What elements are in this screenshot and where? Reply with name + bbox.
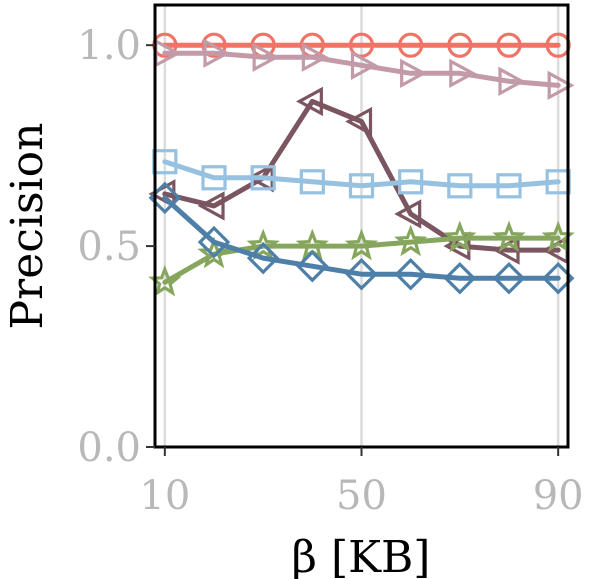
square-marker bbox=[201, 165, 227, 191]
series-circle bbox=[152, 32, 571, 58]
star-marker bbox=[197, 236, 231, 269]
circle-marker bbox=[398, 32, 424, 58]
square-marker bbox=[398, 169, 424, 195]
diamond-marker bbox=[345, 257, 378, 291]
circle-marker bbox=[201, 32, 227, 58]
star-marker bbox=[394, 224, 428, 257]
series-line bbox=[162, 159, 561, 189]
star-marker bbox=[344, 228, 379, 261]
x-tick-label: 90 bbox=[533, 473, 584, 519]
y-axis-label: Precision bbox=[2, 123, 53, 330]
series-line bbox=[162, 235, 561, 285]
triangle-right-marker bbox=[400, 58, 428, 89]
y-tick-label: 0.5 bbox=[77, 224, 141, 270]
triangle-right-marker bbox=[449, 58, 477, 89]
triangle-left-marker bbox=[345, 106, 373, 137]
series-triangle-right bbox=[154, 38, 575, 101]
diamond-marker bbox=[296, 249, 329, 283]
circle-marker bbox=[447, 32, 473, 58]
star-marker bbox=[492, 220, 526, 253]
series-line bbox=[162, 195, 561, 281]
circle-marker bbox=[348, 32, 375, 58]
diamond-marker bbox=[197, 225, 231, 259]
series-square bbox=[152, 149, 571, 199]
diamond-marker bbox=[443, 261, 477, 295]
y-tick-label: 0.0 bbox=[77, 425, 141, 471]
triangle-right-marker bbox=[252, 42, 280, 72]
star-marker bbox=[246, 228, 280, 261]
series-line bbox=[162, 50, 561, 88]
square-marker bbox=[348, 173, 375, 199]
diamond-marker bbox=[394, 257, 427, 291]
diamond-marker bbox=[492, 261, 526, 295]
x-tick-label: 10 bbox=[139, 473, 190, 519]
y-tick-label: 1.0 bbox=[77, 23, 141, 69]
triangle-left-marker bbox=[197, 191, 225, 221]
series-line bbox=[162, 98, 561, 253]
triangle-right-marker bbox=[301, 42, 329, 72]
star-marker bbox=[443, 220, 477, 253]
triangle-left-marker bbox=[394, 199, 422, 229]
x-axis-label: β [KB] bbox=[292, 532, 431, 579]
triangle-left-marker bbox=[295, 86, 323, 117]
triangle-right-marker bbox=[547, 70, 575, 101]
axis-ticks: 10 50 90 0.0 0.5 1.0 bbox=[77, 23, 583, 519]
triangle-right-marker bbox=[203, 38, 231, 68]
square-marker bbox=[299, 169, 325, 195]
square-marker bbox=[250, 165, 276, 191]
square-marker bbox=[496, 173, 522, 199]
circle-marker bbox=[496, 32, 522, 58]
triangle-right-marker bbox=[350, 50, 378, 80]
x-tick-label: 50 bbox=[336, 473, 387, 519]
square-marker bbox=[447, 173, 473, 199]
triangle-right-marker bbox=[498, 66, 526, 97]
diamond-marker bbox=[246, 241, 280, 275]
series-layer bbox=[148, 32, 575, 297]
